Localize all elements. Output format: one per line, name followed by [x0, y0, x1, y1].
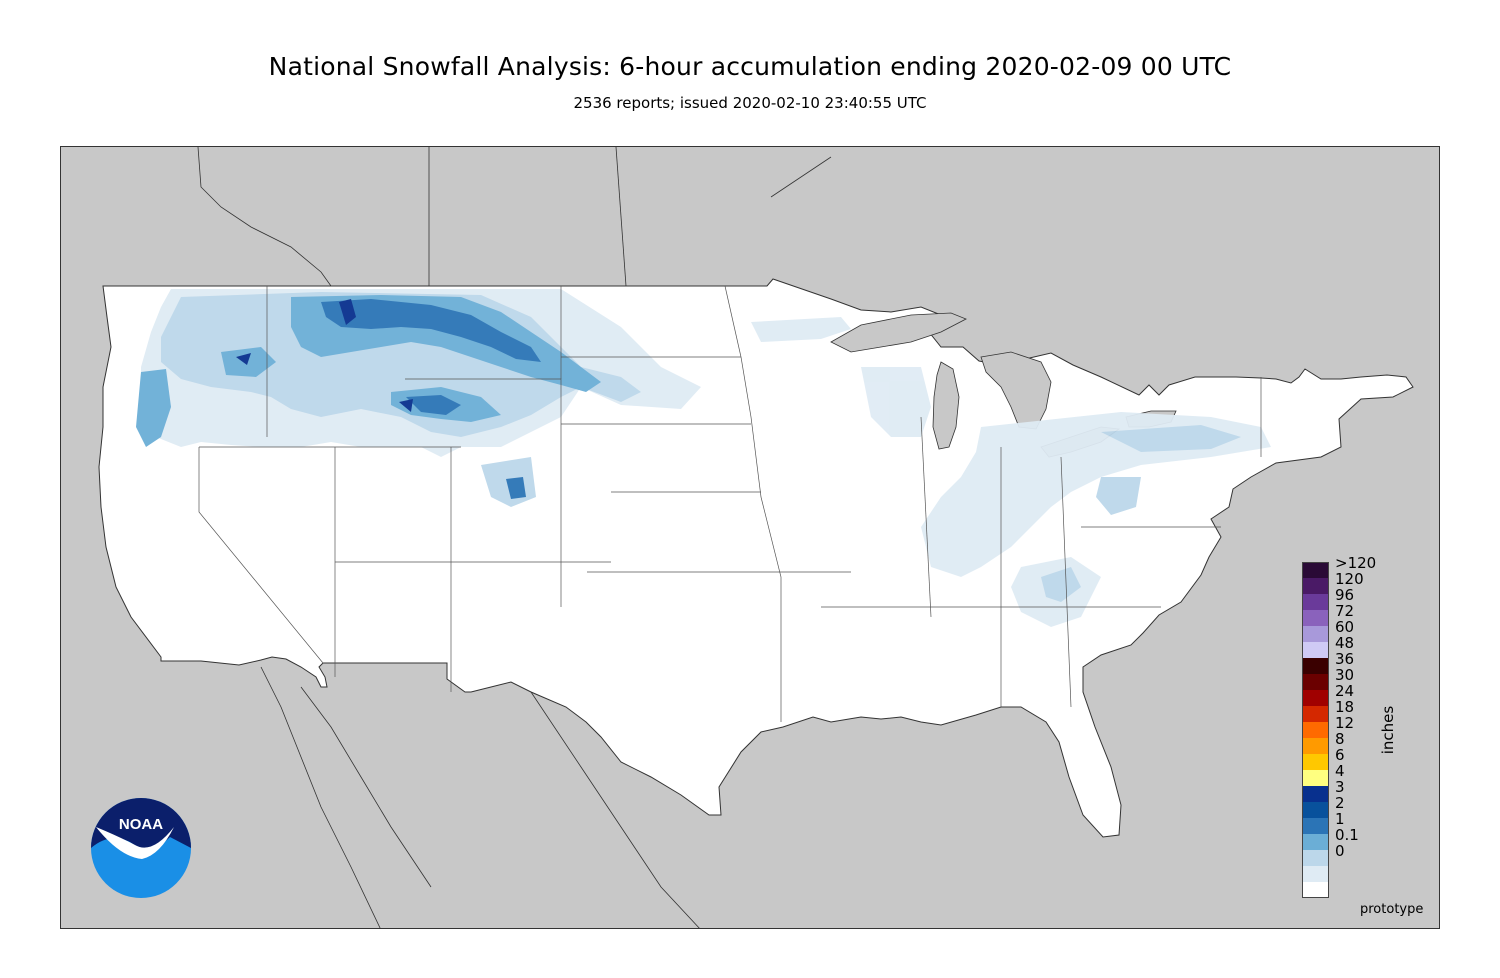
legend-swatch [1302, 722, 1329, 738]
lake-superior [830, 312, 967, 353]
legend-label: 18 [1335, 698, 1355, 716]
noaa-logo: NOAA [90, 797, 192, 899]
legend-label: 6 [1335, 746, 1345, 764]
legend-swatch [1302, 770, 1329, 786]
legend-units: inches [1368, 700, 1408, 760]
legend-swatch [1302, 866, 1329, 882]
legend-label: 36 [1335, 650, 1355, 668]
legend-label: 96 [1335, 586, 1355, 604]
legend-label: 2 [1335, 794, 1345, 812]
legend-label: 120 [1335, 570, 1364, 588]
legend-swatch [1302, 738, 1329, 754]
legend-swatch [1302, 642, 1329, 658]
legend-swatch [1302, 626, 1329, 642]
snowfall-map [60, 146, 1440, 929]
legend-swatch [1302, 786, 1329, 802]
legend-swatch [1302, 610, 1329, 626]
legend-swatch [1302, 882, 1329, 898]
state-boundaries [198, 285, 1262, 722]
legend-swatch [1302, 706, 1329, 722]
legend-label: 0.1 [1335, 826, 1359, 844]
legend-swatch [1302, 594, 1329, 610]
legend-label: >120 [1335, 554, 1377, 572]
legend-swatch [1302, 658, 1329, 674]
logo-text: NOAA [119, 816, 163, 833]
legend-label: 8 [1335, 730, 1345, 748]
legend-swatch-column [1302, 562, 1329, 898]
legend-swatch [1302, 578, 1329, 594]
units-label: inches [1379, 705, 1397, 755]
map-subtitle: 2536 reports; issued 2020-02-10 23:40:55… [573, 94, 927, 112]
prototype-label: prototype [1360, 902, 1424, 917]
legend-label: 4 [1335, 762, 1345, 780]
coastlines [197, 147, 832, 928]
legend-label: 3 [1335, 778, 1345, 796]
legend-label: 60 [1335, 618, 1355, 636]
legend-label: 30 [1335, 666, 1355, 684]
map-title: National Snowfall Analysis: 6-hour accum… [268, 52, 1232, 81]
lake-michigan [932, 361, 960, 450]
legend-label: 1 [1335, 810, 1345, 828]
legend-swatch [1302, 674, 1329, 690]
legend-label: 72 [1335, 602, 1355, 620]
legend-swatch [1302, 754, 1329, 770]
legend-swatch [1302, 690, 1329, 706]
legend-swatch [1302, 834, 1329, 850]
legend-swatch [1302, 850, 1329, 866]
legend-label: 24 [1335, 682, 1355, 700]
legend-label: 0 [1335, 842, 1345, 860]
legend-label: 12 [1335, 714, 1355, 732]
legend-label: 48 [1335, 634, 1355, 652]
legend-swatch [1302, 818, 1329, 834]
legend-swatch [1302, 562, 1329, 578]
legend-swatch [1302, 802, 1329, 818]
